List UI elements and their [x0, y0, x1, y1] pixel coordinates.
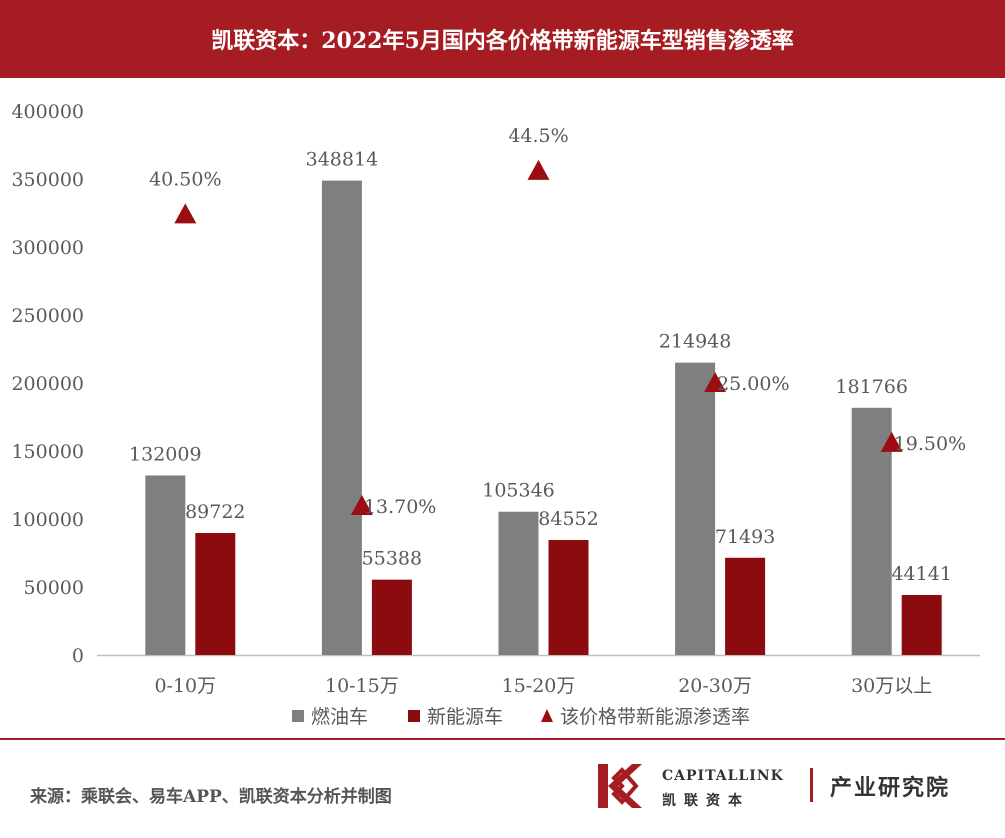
source-note: 来源：乘联会、易车APP、凯联资本分析并制图: [30, 787, 392, 807]
brand-name-en: CAPITALLINK: [662, 768, 784, 784]
footer-divider: [0, 738, 1005, 740]
data-label-penetration: 40.50%: [149, 168, 221, 190]
page-title-banner: 凯联资本：2022年5月国内各价格带新能源车型销售渗透率: [0, 0, 1005, 78]
y-tick-label: 250000: [11, 305, 84, 327]
legend-triangle-icon: [541, 709, 553, 722]
x-tick-label: 20-30万: [678, 675, 752, 697]
data-label-nev: 55388: [362, 548, 422, 570]
legend-label: 新能源车: [427, 706, 503, 728]
bar-ice: [145, 475, 186, 655]
data-label-nev: 84552: [538, 508, 598, 530]
data-label-ice: 214948: [659, 331, 732, 353]
data-label-ice: 132009: [129, 443, 202, 465]
legend-swatch-icon: [292, 710, 304, 722]
capitallink-logo-icon: [598, 764, 642, 808]
y-tick-label: 200000: [11, 373, 84, 395]
y-tick-label: 50000: [24, 577, 84, 599]
y-tick-label: 350000: [11, 169, 84, 191]
bar-nev: [725, 557, 766, 655]
penetration-marker-icon: [704, 372, 727, 392]
y-tick-label: 150000: [11, 441, 84, 463]
legend-label: 该价格带新能源渗透率: [560, 706, 750, 728]
page-title: 凯联资本：2022年5月国内各价格带新能源车型销售渗透率: [211, 28, 794, 54]
bar-ice: [675, 362, 716, 655]
y-tick-label: 0: [72, 645, 84, 667]
brand-block: CAPITALLINK 凯联资本 产业研究院: [592, 756, 992, 820]
bar-ice: [321, 180, 362, 655]
data-label-penetration: 44.5%: [508, 125, 568, 147]
bar-ice: [498, 511, 539, 655]
bar-nev: [901, 594, 942, 655]
y-tick-label: 300000: [11, 237, 84, 259]
bar-nev: [371, 579, 412, 655]
x-tick-label: 30万以上: [851, 675, 932, 697]
penetration-marker-icon: [174, 203, 197, 224]
sales-penetration-chart: 0 50000 100000 150000 200000 250000 300000 3500…: [11, 101, 980, 728]
data-label-ice: 105346: [482, 480, 555, 502]
legend-swatch-icon: [408, 710, 420, 722]
brand-separator: [810, 768, 813, 802]
brand-name-cn: 凯联资本: [662, 793, 750, 809]
penetration-marker-icon: [527, 159, 550, 180]
bar-nev: [548, 540, 589, 655]
data-label-penetration: 19.50%: [894, 433, 966, 455]
data-label-ice: 181766: [835, 376, 908, 398]
y-tick-label: 400000: [11, 101, 84, 123]
data-label-nev: 71493: [715, 526, 775, 548]
data-label-nev: 89722: [185, 501, 245, 523]
bar-nev: [195, 532, 236, 655]
data-label-nev: 44141: [891, 563, 951, 585]
penetration-marker-icon: [880, 431, 903, 452]
x-tick-label: 15-20万: [502, 675, 576, 697]
x-tick-label: 0-10万: [154, 675, 216, 697]
data-label-penetration: 25.00%: [717, 373, 789, 395]
penetration-marker-icon: [350, 494, 373, 515]
legend-label: 燃油车: [311, 706, 368, 728]
data-label-penetration: 13.70%: [364, 496, 436, 518]
brand-department: 产业研究院: [830, 775, 951, 801]
y-tick-label: 100000: [11, 509, 84, 531]
x-tick-label: 10-15万: [325, 675, 399, 697]
data-label-ice: 348814: [306, 149, 379, 171]
